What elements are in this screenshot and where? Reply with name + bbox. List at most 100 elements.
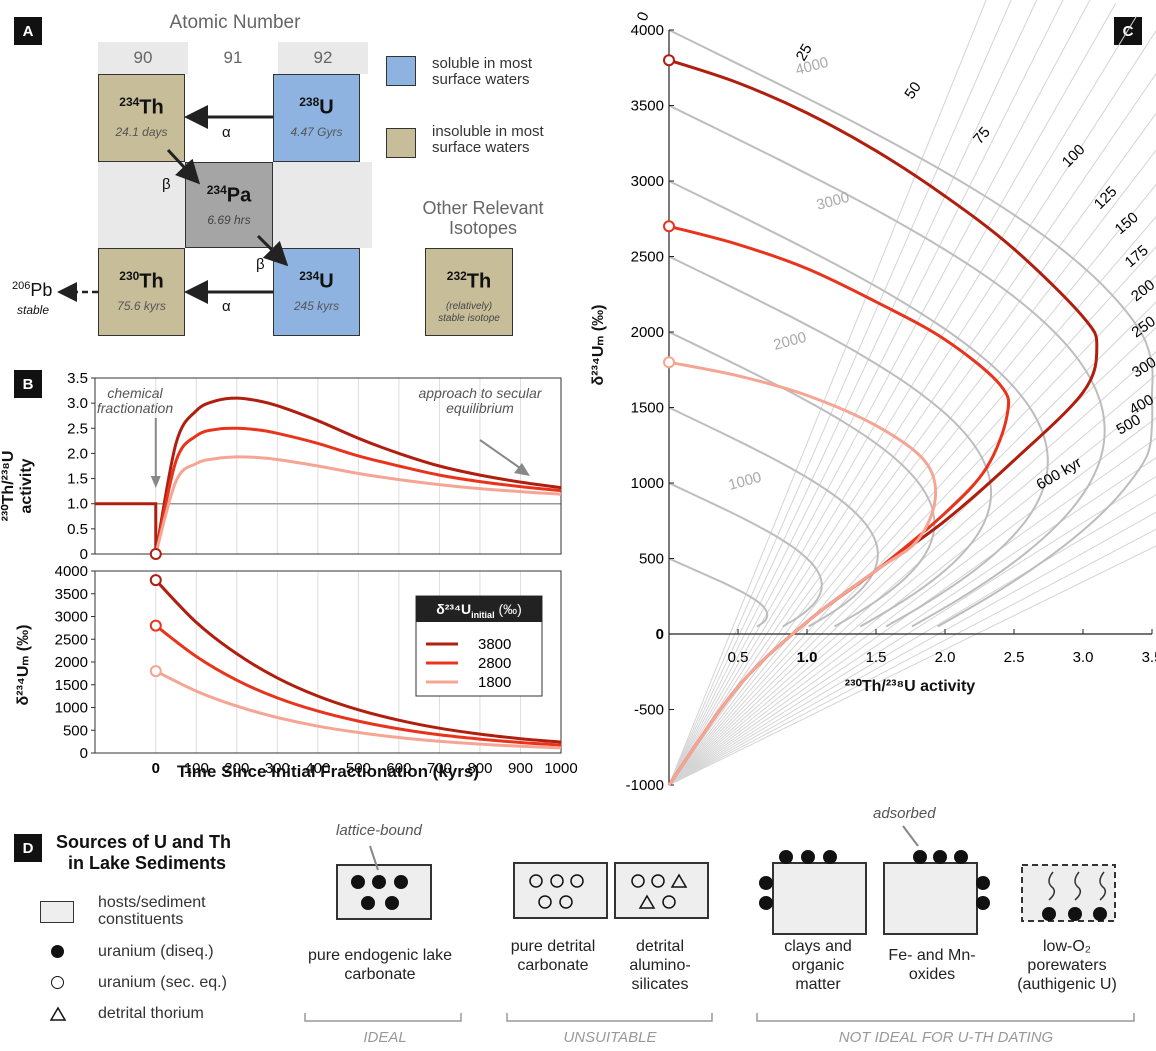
y-tick-label: 0.5 — [67, 521, 88, 538]
age-label-50: 50 — [901, 79, 924, 102]
iso-label-2000: 2000 — [772, 329, 809, 354]
age-isochron — [668, 183, 1156, 786]
th234-halflife: 24.1 days — [115, 125, 168, 139]
age-isochron — [668, 437, 1156, 786]
alpha-label-top: α — [222, 124, 231, 141]
y-tick-label: -500 — [634, 702, 664, 719]
panel-label-b: B — [14, 370, 42, 398]
label-fe-mn-oxides: Fe- and Mn-oxides — [888, 947, 976, 983]
host-box — [336, 864, 432, 920]
legend-soluble-swatch — [386, 56, 416, 86]
panel-c-chart: 0.5 1.0 1.5 2.0 2.5 3.0 3.5 -1000 -500 0 500 1000 15… — [626, 0, 1156, 794]
start-marker-1800 — [149, 665, 162, 678]
y-tick-label: 3000 — [55, 609, 88, 626]
uranium-diseq-dot — [1068, 907, 1082, 921]
x-tick-label: 100 — [184, 760, 209, 777]
legend-title: δ²³⁴Uinitial (‰) — [416, 596, 542, 622]
uranium-diseq-dot — [823, 850, 837, 864]
y-tick-label: 4000 — [631, 22, 664, 39]
uranium-diseq-dot — [759, 896, 773, 910]
uranium-diseq-dot — [913, 850, 927, 864]
y-tick-label: 3500 — [631, 98, 664, 115]
age-isochron — [668, 475, 1156, 786]
y-tick-label: 2000 — [55, 654, 88, 671]
host-box — [513, 862, 608, 919]
column-92: 92 — [278, 42, 368, 74]
host-box — [883, 862, 978, 935]
initial-delta-curve-500 — [668, 557, 769, 628]
legend-th-triangle-icon — [49, 1006, 67, 1021]
y-tick-label: 3500 — [55, 586, 88, 603]
initial-delta-curve-3000 — [668, 180, 1049, 628]
start-marker-1800 — [663, 356, 675, 369]
x-tick-label: 500 — [346, 760, 371, 777]
uranium-diseq-dot — [1093, 907, 1107, 921]
start-marker-2800 — [149, 619, 162, 632]
u238-cell: 238U 4.47 Gyrs — [273, 74, 360, 162]
initial-delta-curve-3500 — [668, 104, 1106, 628]
y-tick-label: 3.5 — [67, 370, 88, 387]
legend-host-text: hosts/sediment constituents — [98, 894, 206, 928]
x-tick-label: 2.0 — [935, 649, 956, 666]
column-90: 90 — [98, 42, 188, 74]
th230-halflife: 75.6 kyrs — [117, 299, 166, 313]
age-label-175: 175 — [1122, 242, 1152, 271]
y-tick-label: -1000 — [626, 777, 664, 794]
initial-delta-curve-4000 — [668, 29, 1154, 628]
panel-b-xlabel: Time Since Initial Fractionation (kyrs) — [177, 762, 479, 781]
th234-cell: 234Th 24.1 days — [98, 74, 185, 162]
y-tick-label: 2.5 — [67, 420, 88, 437]
start-marker — [149, 548, 162, 560]
age-isochron — [668, 112, 1156, 786]
uranium-sec-circle — [529, 874, 543, 888]
uranium-sec-circle — [550, 874, 564, 888]
legend-insoluble-swatch — [386, 128, 416, 158]
x-tick-label: 0 — [152, 760, 160, 777]
uranium-sec-circle — [662, 895, 676, 909]
initial-delta-curve-1000 — [668, 482, 823, 628]
x-tick-label: 0.5 — [728, 649, 749, 666]
th230-cell: 230Th 75.6 kyrs — [98, 248, 185, 336]
panel-b-top-ylabel: ²³⁰Th/²³⁸U activity — [0, 450, 35, 522]
legend-host-box — [40, 901, 74, 923]
panel-label-d: D — [14, 834, 42, 862]
iso-label-3000: 3000 — [815, 189, 852, 214]
uranium-diseq-dot — [1042, 907, 1056, 921]
y-tick-label: 0 — [80, 546, 88, 563]
uranium-sec-circle — [538, 895, 552, 909]
age-isochron — [668, 494, 1156, 786]
age-label-600 kyr: 600 kyr — [1034, 454, 1085, 493]
age-isochron — [668, 149, 1156, 786]
x-tick-label: 3.0 — [1073, 649, 1094, 666]
initial-delta-curve-2500 — [668, 255, 993, 628]
beta-arrow-1 — [166, 148, 201, 185]
start-marker-3800 — [663, 54, 675, 67]
th234-symbol: 234Th — [119, 95, 164, 119]
uranium-diseq-dot — [385, 896, 399, 910]
panel-c-xlabel: ²³⁰Th/²³⁸U activity — [844, 678, 976, 695]
age-isochron — [668, 0, 1012, 786]
host-box — [772, 862, 867, 935]
th230-symbol: 230Th — [119, 269, 164, 293]
x-tick-label: 3.5 — [1142, 649, 1156, 666]
x-tick-label: 900 — [508, 760, 533, 777]
y-tick-label: 3.0 — [67, 395, 88, 412]
uranium-diseq-dot — [372, 875, 386, 889]
thorium-triangle — [670, 873, 688, 888]
panel-c-ylabel: δ²³⁴Uₘ (‰) — [590, 304, 607, 386]
age-isochron — [668, 72, 1156, 786]
label-aluminosilicates: detrital alumino-silicates — [629, 938, 691, 993]
atomic-number-header: Atomic Number — [169, 12, 301, 33]
age-label-100: 100 — [1059, 141, 1089, 171]
uranium-diseq-dot — [954, 850, 968, 864]
start-marker-3800 — [149, 574, 162, 587]
x-tick-label: 300 — [265, 760, 290, 777]
panel-d-drawings — [304, 825, 1135, 1022]
th232-cell: 232Th (relatively) stable isotope — [425, 248, 513, 336]
age-isochron — [668, 301, 1156, 786]
uranium-sec-circle — [570, 874, 584, 888]
porewater-flow-icon — [1048, 871, 1056, 901]
y-tick-label: 2500 — [631, 249, 664, 266]
beta-label-2: β — [256, 256, 265, 273]
secular-arrow-head — [514, 463, 530, 476]
